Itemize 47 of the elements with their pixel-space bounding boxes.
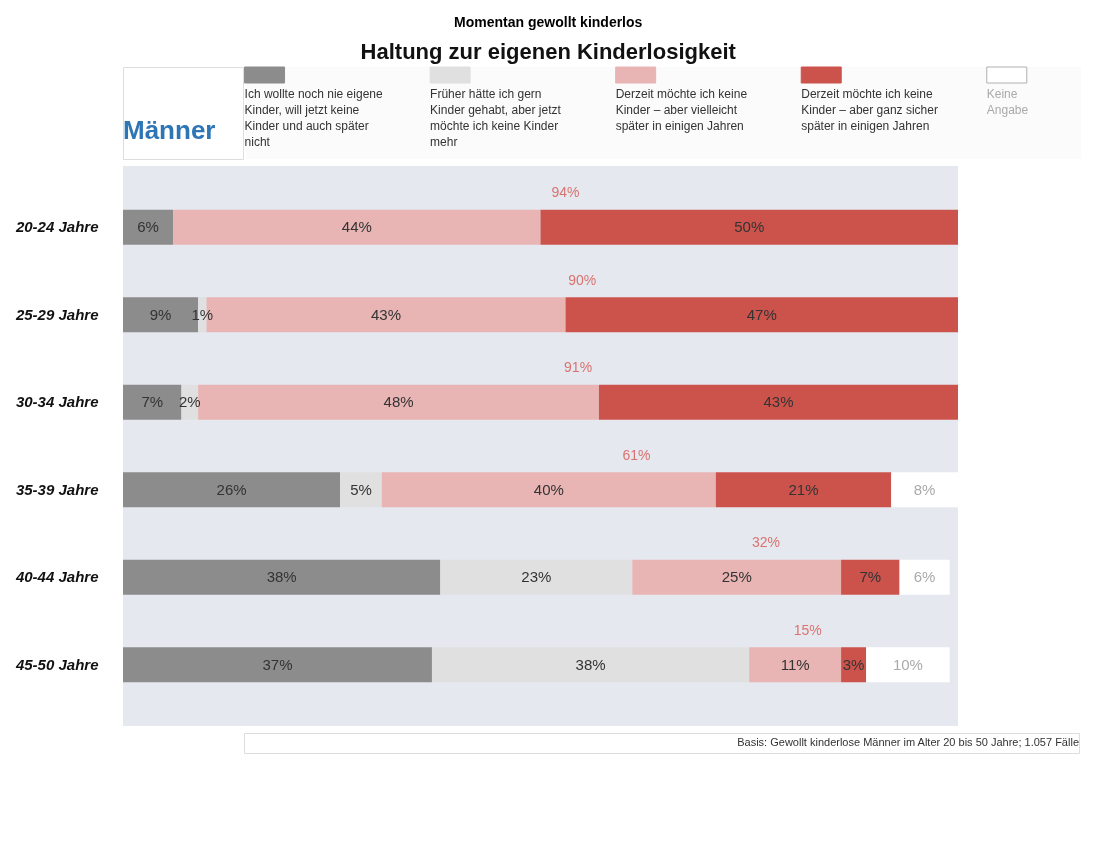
y-tick-label: 25-29 Jahre xyxy=(14,305,99,323)
data-label: 6% xyxy=(913,568,936,586)
y-tick-label: 35-39 Jahre xyxy=(15,480,99,498)
data-label: 26% xyxy=(216,480,247,498)
data-label: 6% xyxy=(137,218,159,236)
data-label: 9% xyxy=(149,305,172,323)
data-label: 43% xyxy=(763,393,794,411)
chart-title: Momentan gewollt kinderlos xyxy=(454,13,643,30)
data-label: 1% xyxy=(191,305,214,323)
legend-label: Keine Angabe xyxy=(986,87,1029,117)
data-label: 23% xyxy=(521,568,552,586)
y-tick-label: 30-34 Jahre xyxy=(15,393,99,411)
data-label: 37% xyxy=(262,655,293,673)
data-label: 47% xyxy=(746,305,777,323)
legend-label: Derzeit möchte ich keine Kinder – aber ganz sicher später in einigen Jahren xyxy=(801,87,938,133)
data-label: 38% xyxy=(575,655,606,673)
data-label: 5% xyxy=(350,480,372,498)
data-label: 2% xyxy=(178,393,201,411)
data-label: 38% xyxy=(266,568,297,586)
annotation: 94% xyxy=(551,184,580,201)
legend-label: Früher hätte ich gern Kinder gehabt, aber jetzt möchte ich keine Kinder mehr xyxy=(430,87,562,149)
data-label: 11% xyxy=(780,655,810,673)
data-label: 7% xyxy=(859,568,882,586)
annotation: 15% xyxy=(793,621,822,638)
y-tick-label: 40-44 Jahre xyxy=(14,568,99,586)
legend-label: Ich wollte noch nie eigene Kinder, will jetzt keine Kinder und auch später nicht xyxy=(244,87,383,149)
data-label: 3% xyxy=(842,655,865,673)
annotation: 32% xyxy=(751,534,780,551)
data-label: 8% xyxy=(913,480,936,498)
data-label: 43% xyxy=(371,305,402,323)
data-label: 50% xyxy=(734,218,765,236)
text: Basis: Gewollt kinderlose Männer im Alter 20 bis 50 Jahre; 1.057 Fälle xyxy=(737,736,1079,748)
data-label: 7% xyxy=(141,393,164,411)
y-tick-label: 45-50 Jahre xyxy=(14,655,99,673)
data-label: 44% xyxy=(341,218,372,236)
data-label: 48% xyxy=(383,393,414,411)
chart-subtitle: Haltung zur eigenen Kinderlosigkeit xyxy=(360,38,737,64)
annotation: 90% xyxy=(568,271,597,288)
y-tick-label: 20-24 Jahre xyxy=(14,218,99,236)
data-label: 10% xyxy=(892,655,923,673)
annotation: 61% xyxy=(622,446,651,463)
legend-title: Männer xyxy=(123,115,216,145)
annotation: 91% xyxy=(564,359,593,376)
data-label: 21% xyxy=(788,480,819,498)
data-label: 25% xyxy=(721,568,752,586)
data-label: 40% xyxy=(533,480,564,498)
legend-label: Derzeit möchte ich keine Kinder – aber vielleicht später in einigen Jahren xyxy=(615,87,748,133)
